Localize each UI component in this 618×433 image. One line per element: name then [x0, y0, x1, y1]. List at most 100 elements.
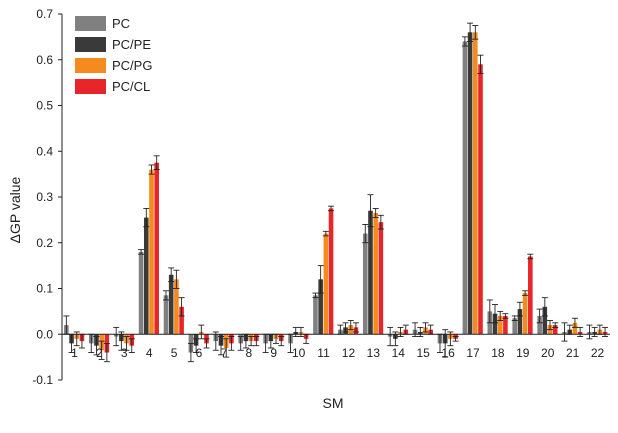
axes-group — [58, 13, 610, 381]
x-tick-label: 13 — [367, 346, 381, 360]
bar-pc-sm11 — [313, 295, 318, 335]
x-tick-label: 2 — [96, 346, 103, 360]
error-bar — [148, 164, 155, 175]
error-bar — [237, 336, 244, 351]
y-tick-label: 0.3 — [36, 190, 53, 204]
legend-label: PC — [112, 16, 130, 31]
error-bar — [248, 336, 255, 347]
x-tick-label: 7 — [221, 346, 228, 360]
legend-label: PC/PG — [112, 58, 152, 73]
error-bar — [372, 207, 379, 219]
error-bar — [591, 326, 598, 337]
error-bar — [138, 249, 145, 255]
error-bar — [536, 308, 543, 324]
x-tick-label: 10 — [292, 346, 306, 360]
error-bar — [362, 223, 369, 244]
bar-pc-pg-sm17 — [473, 32, 478, 335]
error-bar — [328, 205, 335, 212]
error-bar — [173, 269, 180, 289]
error-bar — [218, 336, 225, 356]
x-tick-label: 3 — [121, 346, 128, 360]
y-tick-label: 0.2 — [36, 236, 53, 250]
bar-pc-pg-sm11 — [323, 233, 329, 335]
y-tick-label: 0.1 — [36, 282, 53, 296]
error-bar — [118, 331, 125, 351]
error-bar — [312, 292, 319, 299]
error-bar — [228, 336, 235, 351]
y-tick-labels: -0.1 0.0 0.1 0.2 0.3 0.4 0.5 0.6 0.7 — [32, 7, 53, 387]
error-bar — [98, 340, 105, 360]
x-tick-label: 11 — [317, 346, 330, 360]
bar-pc-pe-sm5 — [168, 274, 174, 335]
bar-pc-pe-sm13 — [368, 210, 373, 335]
error-bar — [527, 253, 534, 260]
error-bar — [461, 36, 468, 47]
error-bar — [547, 320, 554, 331]
error-bar — [367, 194, 374, 228]
error-bar — [502, 313, 509, 319]
error-bar — [577, 326, 584, 337]
bar-pc-sm13 — [362, 233, 368, 335]
bar-pc-sm5 — [163, 295, 169, 335]
x-axis-title: SM — [323, 395, 344, 411]
error-bar — [472, 24, 479, 40]
bar-pc-cl-sm5 — [179, 306, 184, 335]
error-bar — [292, 326, 299, 337]
error-bar — [486, 299, 493, 324]
error-bar — [422, 322, 429, 333]
bar-pc-pg-sm18 — [497, 315, 503, 335]
y-tick-label: -0.1 — [32, 373, 53, 387]
error-bar — [203, 338, 210, 349]
bar-pc-pe-sm19 — [517, 309, 523, 335]
x-tick-label: 19 — [516, 346, 530, 360]
error-bar — [223, 338, 230, 358]
bar-pc-sm4 — [138, 251, 144, 335]
legend-swatch — [75, 58, 106, 73]
bar-pc-sm20 — [537, 315, 542, 335]
bar-pc-cl-sm19 — [528, 256, 533, 335]
y-tick-label: 0.7 — [36, 7, 53, 21]
legend-swatch — [75, 16, 106, 31]
error-bar — [178, 297, 185, 317]
bar-pc-cl-sm13 — [378, 222, 384, 335]
legend-label: PC/CL — [112, 79, 150, 94]
x-tick-label: 12 — [342, 346, 356, 360]
error-bar — [297, 326, 304, 337]
bar-pc-pg-sm19 — [522, 293, 528, 335]
error-bar — [128, 338, 135, 353]
error-bar — [541, 297, 548, 317]
legend-swatch — [75, 79, 106, 94]
bar-pc-pg-sm13 — [373, 213, 378, 335]
bar-pc-sm17 — [462, 41, 468, 335]
error-bar — [212, 331, 219, 351]
error-bar — [511, 315, 518, 321]
error-bar — [516, 301, 523, 317]
error-bar — [387, 326, 394, 347]
bar-pc-pe-sm18 — [492, 313, 498, 335]
error-bar — [492, 304, 499, 324]
x-tick-label: 22 — [591, 346, 605, 360]
bar-pc-cl-sm11 — [328, 208, 334, 335]
y-axis-title: ΔGP value — [7, 176, 23, 243]
error-bar — [602, 326, 609, 337]
x-tick-labels: 1 2 3 4 5 6 7 8 9 10 11 12 13 14 15 16 17 18 19 20 21 22 — [71, 346, 604, 360]
error-bar — [153, 155, 160, 171]
error-bar — [417, 326, 424, 337]
legend-swatch — [75, 37, 106, 52]
error-bar — [187, 342, 194, 363]
error-bar — [467, 22, 474, 42]
error-bar — [198, 324, 205, 340]
bar-pc-pg-sm21 — [572, 322, 578, 335]
bar-pc-pe-sm4 — [143, 217, 149, 335]
error-bar — [123, 336, 130, 351]
y-tick-label: 0.5 — [36, 99, 53, 113]
legend-label: PC/PE — [112, 37, 151, 52]
error-bar — [347, 320, 354, 331]
error-bar — [317, 265, 324, 294]
error-bar — [168, 267, 175, 283]
error-bar — [113, 326, 120, 347]
x-tick-label: 4 — [146, 346, 153, 360]
error-bar — [162, 290, 169, 301]
bar-pc-cl-sm20 — [552, 325, 558, 335]
